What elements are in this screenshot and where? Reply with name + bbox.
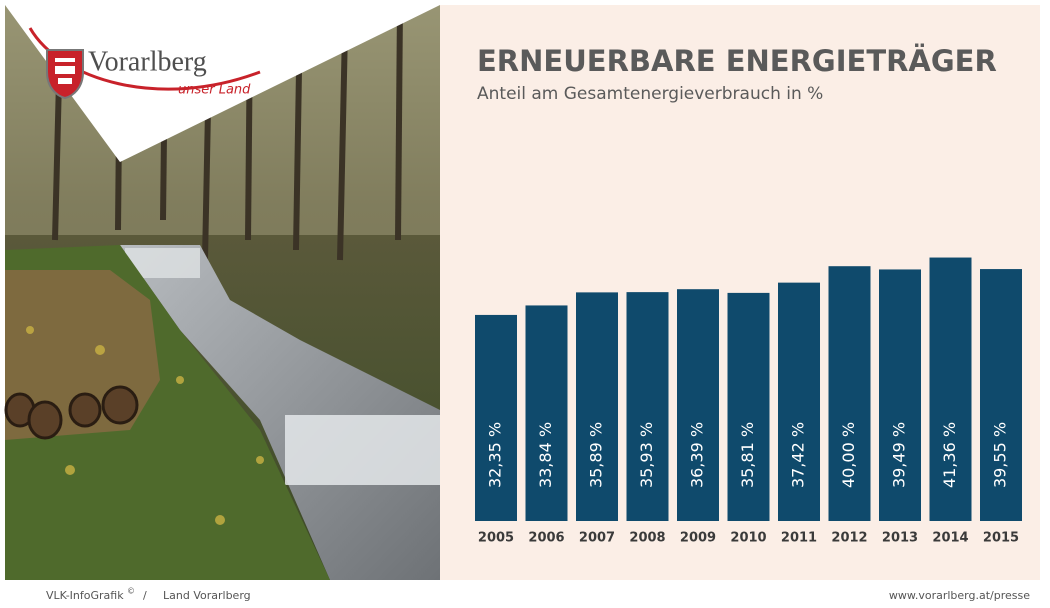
value-label: 41,36 % xyxy=(940,422,959,488)
logo-tagline: unser Land xyxy=(178,83,251,98)
footer: VLK-InfoGrafik © / Land Vorarlberg www.v… xyxy=(46,587,1030,603)
x-tick-label: 2008 xyxy=(629,531,665,546)
x-tick-label: 2013 xyxy=(882,531,918,546)
value-label: 37,42 % xyxy=(789,422,808,488)
value-label: 32,35 % xyxy=(486,422,505,488)
bar xyxy=(475,315,517,521)
value-label: 40,00 % xyxy=(839,422,858,488)
x-tick-label: 2015 xyxy=(983,531,1019,546)
x-tick-label: 2009 xyxy=(680,531,716,546)
chart-subtitle: Anteil am Gesamtenergieverbrauch in % xyxy=(477,84,823,104)
footer-separator: / xyxy=(143,589,147,602)
x-tick-label: 2014 xyxy=(932,531,968,546)
value-label: 33,84 % xyxy=(536,422,555,488)
x-tick-label: 2005 xyxy=(478,531,514,546)
value-label: 39,49 % xyxy=(890,422,909,488)
footer-copyright: © xyxy=(127,587,135,596)
footer-source: VLK-InfoGrafik xyxy=(46,589,124,602)
x-tick-label: 2006 xyxy=(528,531,564,546)
x-tick-label: 2007 xyxy=(579,531,615,546)
infographic: Vorarlberg unser Land ERNEUERBARE ENERGI… xyxy=(0,0,1050,608)
value-label: 39,55 % xyxy=(991,422,1010,488)
footer-publisher: Land Vorarlberg xyxy=(163,589,251,602)
value-label: 36,39 % xyxy=(688,422,707,488)
x-tick-label: 2012 xyxy=(831,531,867,546)
x-tick-label: 2011 xyxy=(781,531,817,546)
footer-url: www.vorarlberg.at/presse xyxy=(889,589,1030,602)
value-label: 35,93 % xyxy=(637,422,656,488)
x-tick-label: 2010 xyxy=(730,531,766,546)
value-label: 35,89 % xyxy=(587,422,606,488)
value-label: 35,81 % xyxy=(738,422,757,488)
chart-title: ERNEUERBARE ENERGIETRÄGER xyxy=(477,44,997,78)
logo-name: Vorarlberg xyxy=(88,46,207,77)
